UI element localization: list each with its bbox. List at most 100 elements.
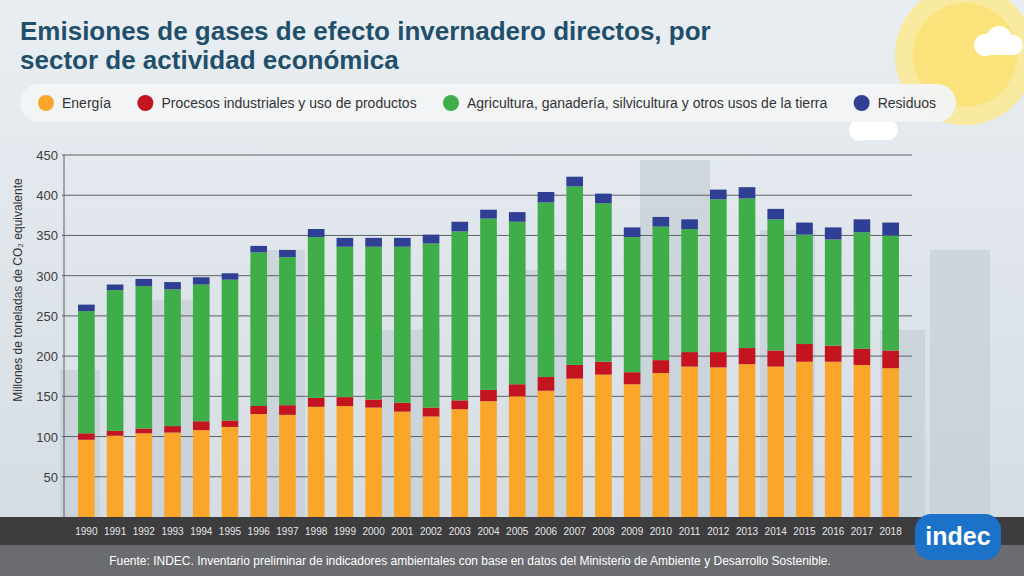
legend-swatch — [38, 95, 54, 111]
bar-segment — [767, 367, 784, 517]
bar-segment — [595, 375, 612, 517]
background — [0, 0, 1024, 576]
bar-segment — [107, 290, 124, 431]
bar-segment — [681, 229, 698, 352]
x-tick-label: 2009 — [621, 526, 644, 537]
bar-segment — [135, 286, 152, 428]
x-tick-label: 1995 — [219, 526, 242, 537]
bar-segment — [451, 409, 468, 517]
x-tick-label: 2007 — [564, 526, 587, 537]
logo: indec — [925, 522, 990, 550]
bars — [78, 177, 899, 517]
footer-band — [0, 545, 1024, 576]
bar-segment — [394, 403, 411, 412]
y-axis-line — [64, 155, 65, 517]
bar-segment — [767, 350, 784, 366]
x-tick-label: 2004 — [477, 526, 500, 537]
x-tick-label: 1991 — [104, 526, 127, 537]
bar-segment — [337, 238, 354, 247]
bar-segment — [193, 430, 210, 517]
bar-segment — [825, 346, 842, 362]
bar-segment — [653, 227, 670, 361]
bar-segment — [624, 227, 641, 237]
bar-segment — [566, 186, 583, 365]
bar-segment — [423, 408, 440, 417]
bar-segment — [365, 247, 382, 400]
x-tick-label: 2016 — [822, 526, 845, 537]
x-tick-label: 2005 — [506, 526, 529, 537]
x-tick-label: 2017 — [851, 526, 874, 537]
bar-segment — [394, 247, 411, 403]
bar-segment — [825, 239, 842, 345]
bar-segment — [882, 350, 899, 368]
x-tick-label: 1998 — [305, 526, 328, 537]
bar-segment — [337, 247, 354, 397]
bar-segment — [193, 285, 210, 422]
bar-segment — [279, 415, 296, 517]
x-tick-label: 1993 — [161, 526, 184, 537]
bar-segment — [854, 219, 871, 232]
bar-segment — [423, 235, 440, 244]
x-tick-label: 1999 — [334, 526, 357, 537]
bar-segment — [595, 362, 612, 375]
y-tick-label: 150 — [36, 389, 58, 404]
legend: Energía Procesos industriales y uso de pr… — [20, 84, 956, 122]
bar-segment — [767, 209, 784, 219]
bar-segment — [308, 237, 325, 398]
bar-segment — [538, 391, 555, 517]
bar-segment — [480, 390, 497, 401]
bar-segment — [796, 223, 813, 235]
bar-segment — [882, 368, 899, 517]
bar-segment — [423, 416, 440, 517]
legend-swatch — [443, 95, 459, 111]
bar-segment — [624, 372, 641, 384]
bar-segment — [653, 217, 670, 227]
bar-segment — [825, 227, 842, 239]
bar-segment — [423, 243, 440, 407]
bar-segment — [365, 238, 382, 247]
bar-segment — [882, 223, 899, 236]
bar-segment — [538, 192, 555, 202]
x-tick-label: 1994 — [190, 526, 213, 537]
bar-segment — [337, 406, 354, 517]
bar-segment — [739, 198, 756, 348]
x-tick-label: 2002 — [420, 526, 443, 537]
bar-segment — [193, 277, 210, 284]
bar-segment — [509, 396, 526, 517]
bar-segment — [854, 349, 871, 365]
bar-segment — [710, 199, 727, 352]
bar-segment — [107, 431, 124, 436]
x-tick-label: 1996 — [248, 526, 271, 537]
bar-segment — [509, 222, 526, 384]
bar-segment — [78, 433, 95, 439]
y-tick-label: 450 — [36, 148, 58, 163]
bar-segment — [566, 379, 583, 517]
y-tick-label: 200 — [36, 349, 58, 364]
bar-segment — [164, 282, 181, 289]
legend-label: Energía — [62, 95, 111, 111]
bar-segment — [681, 367, 698, 517]
x-axis-band — [0, 517, 1024, 545]
bar-segment — [394, 412, 411, 517]
bar-segment — [164, 289, 181, 426]
bar-segment — [480, 210, 497, 219]
bar-segment — [135, 433, 152, 517]
legend-box — [20, 84, 956, 122]
bar-segment — [279, 405, 296, 415]
grid-line — [62, 195, 912, 196]
x-tick-label: 2010 — [650, 526, 673, 537]
bar-segment — [595, 194, 612, 204]
legend-label: Procesos industriales y uso de productos — [161, 95, 416, 111]
y-axis-title: Millones de toneladas de CO₂ equivalente — [11, 178, 25, 402]
x-tick-label: 1992 — [133, 526, 156, 537]
bar-segment — [854, 365, 871, 517]
title: Emisiones de gases de efecto invernadero… — [20, 16, 711, 75]
y-tick-label: 250 — [36, 309, 58, 324]
cloud — [974, 26, 1023, 56]
bar-segment — [681, 219, 698, 229]
bar-segment — [566, 177, 583, 187]
legend-swatch — [854, 95, 870, 111]
bar-segment — [767, 219, 784, 350]
x-tick-label: 2008 — [592, 526, 615, 537]
bar-segment — [250, 406, 267, 414]
